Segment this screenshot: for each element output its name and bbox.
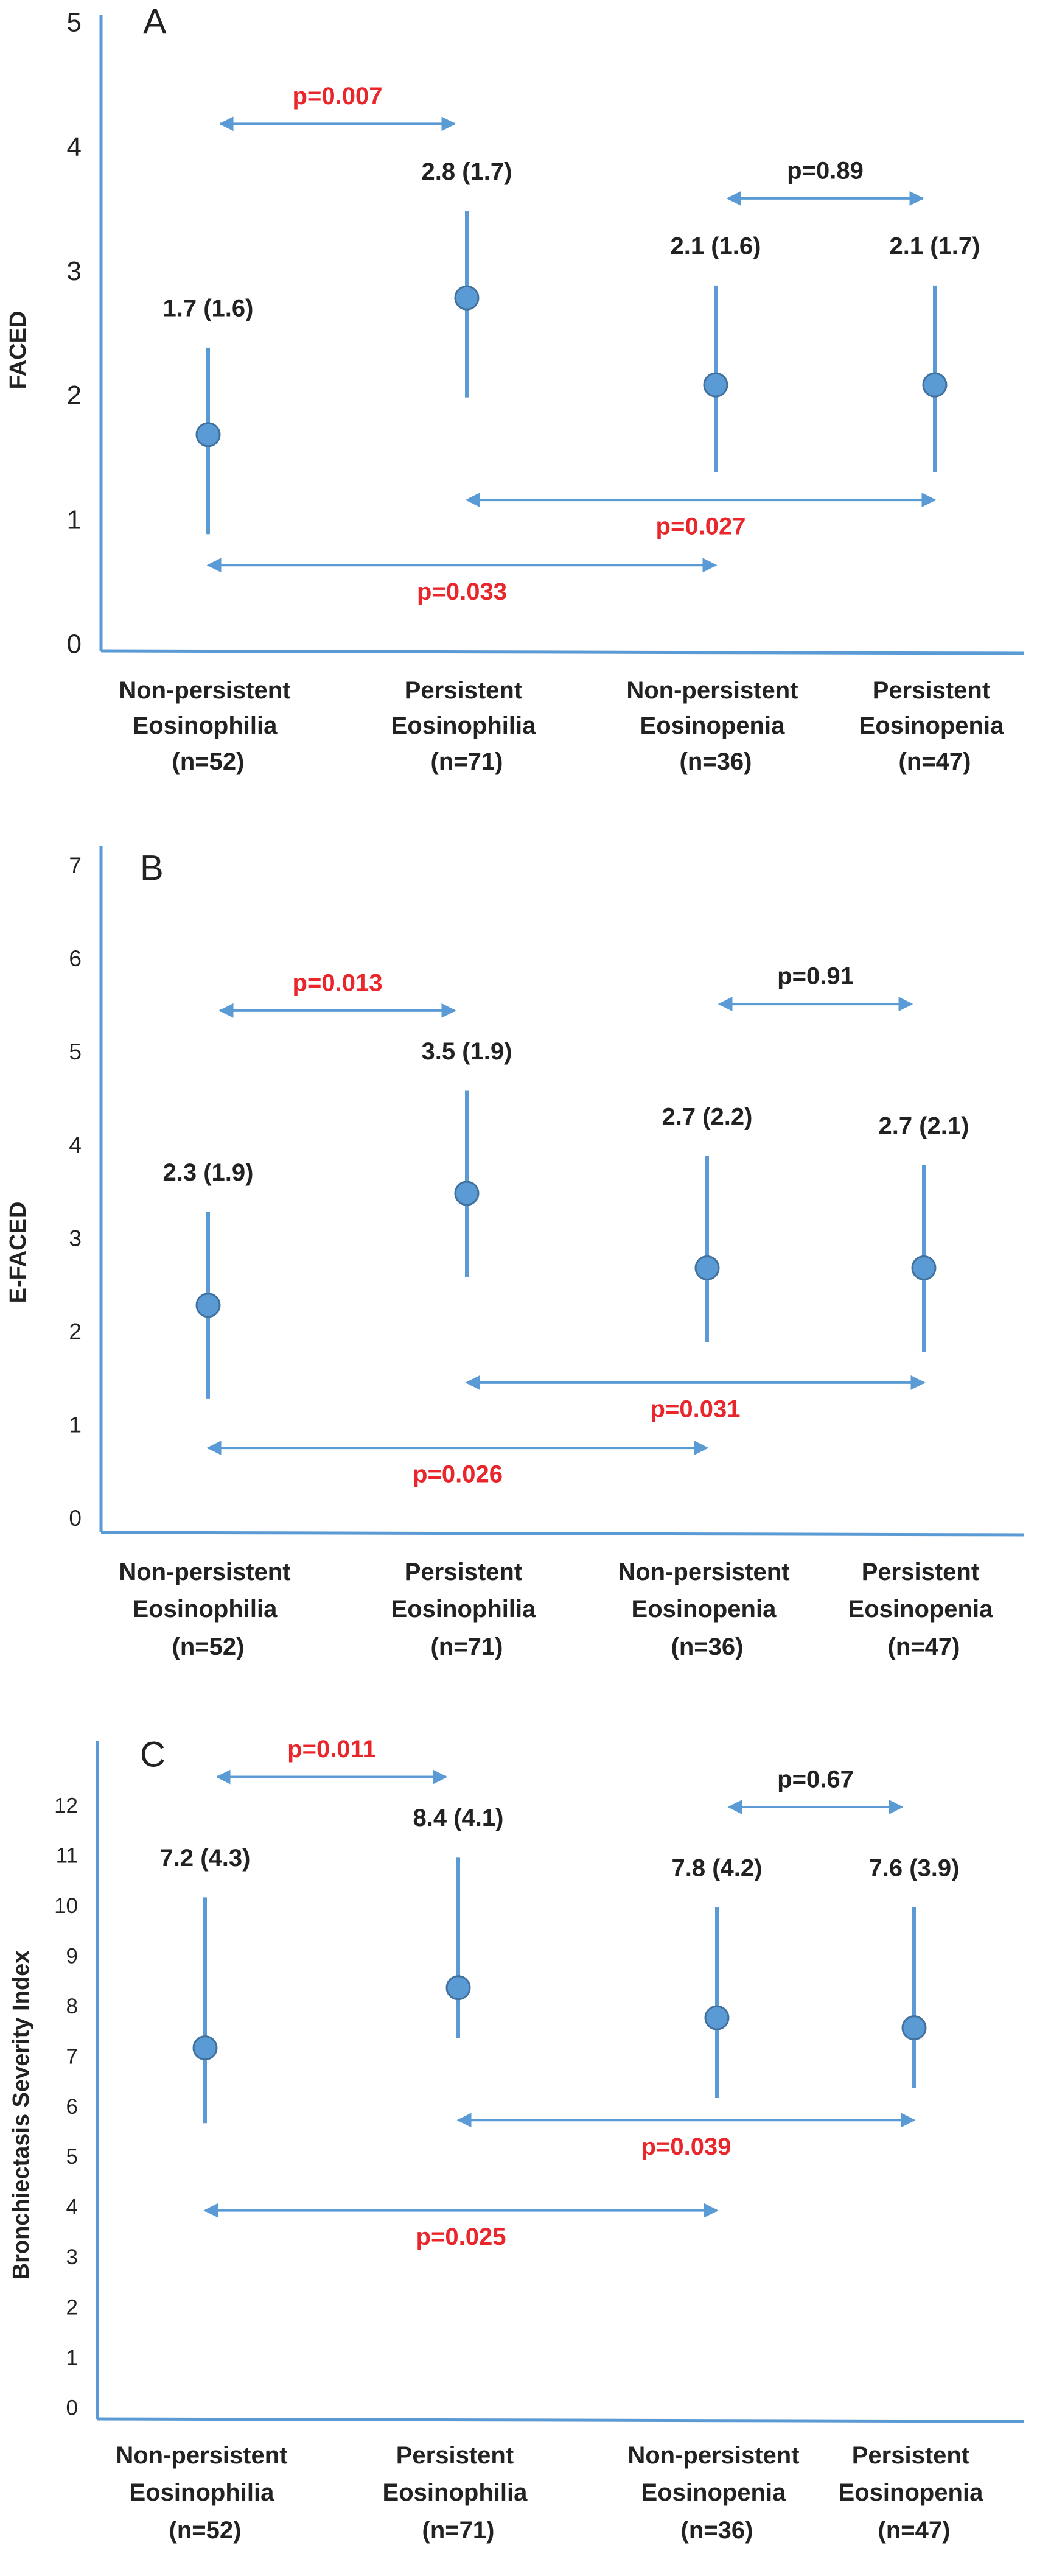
- p-value: p=0.007: [293, 83, 383, 110]
- y-tick-label: 0: [69, 1506, 82, 1531]
- point: [694, 1255, 720, 1281]
- y-tick-label: 0: [67, 630, 82, 659]
- y-tick-label: 2: [66, 2295, 78, 2319]
- y-tick-label: 9: [66, 1945, 78, 1968]
- y-tick-label: 11: [56, 1844, 78, 1868]
- point: [445, 1975, 471, 2001]
- y-tick-label: 10: [54, 1894, 78, 1918]
- y-tick-label: 2: [67, 381, 82, 410]
- x-tick-label: Non-persistent Eosinophilia (n=52): [116, 2442, 294, 2544]
- panel-label: B: [140, 848, 164, 888]
- y-tick-label: 5: [67, 8, 82, 38]
- y-axis-title: FACED: [5, 311, 31, 390]
- value-label: 2.7 (2.2): [662, 1103, 753, 1130]
- panel-label: A: [143, 2, 167, 41]
- y-tick-label: 5: [66, 2145, 78, 2169]
- value-label: 7.8 (4.2): [672, 1855, 763, 1881]
- value-label: 2.1 (1.6): [671, 233, 761, 259]
- p-value: p=0.027: [656, 513, 746, 540]
- p-value: p=0.033: [417, 578, 507, 605]
- y-tick-label: 7: [66, 2044, 78, 2068]
- x-tick-label: Persistent Eosinopenia (n=47): [848, 1559, 1000, 1660]
- y-tick-label: 6: [66, 2095, 78, 2119]
- value-label: 2.3 (1.9): [163, 1159, 254, 1186]
- y-tick-label: 4: [69, 1132, 82, 1157]
- panel-label: C: [140, 1735, 166, 1774]
- p-value: p=0.91: [777, 963, 854, 990]
- p-value: p=0.011: [287, 1736, 376, 1763]
- y-tick-label: 4: [67, 132, 82, 162]
- x-tick-label: Non-persistent Eosinopenia (n=36): [627, 2442, 806, 2544]
- x-tick-label: Non-persistent Eosinopenia (n=36): [618, 1559, 796, 1660]
- y-tick-label: 5: [69, 1039, 82, 1064]
- value-label: 2.1 (1.7): [890, 233, 980, 259]
- y-tick-label: 0: [66, 2396, 78, 2420]
- x-tick-label: Non-persistent Eosinophilia (n=52): [119, 677, 297, 775]
- x-tick-label: Persistent Eosinophilia (n=71): [383, 2442, 534, 2544]
- value-label: 7.6 (3.9): [869, 1855, 960, 1881]
- x-tick-label: Persistent Eosinopenia (n=47): [839, 2442, 990, 2544]
- x-tick-label: Non-persistent Eosinopenia (n=36): [626, 677, 805, 775]
- point: [922, 372, 948, 398]
- y-tick-label: 1: [69, 1413, 82, 1437]
- p-value: p=0.039: [641, 2133, 731, 2160]
- y-tick-label: 1: [67, 505, 82, 535]
- y-tick-label: 6: [69, 946, 82, 971]
- y-tick-label: 8: [66, 1995, 78, 2018]
- value-label: 3.5 (1.9): [422, 1038, 512, 1065]
- y-axis-title: E-FACED: [5, 1202, 31, 1304]
- point: [911, 1255, 937, 1281]
- y-tick-label: 1: [66, 2346, 78, 2370]
- p-value: p=0.89: [787, 157, 864, 184]
- p-value: p=0.025: [416, 2223, 506, 2250]
- y-tick-label: 4: [66, 2195, 78, 2219]
- x-axis: [97, 2417, 1024, 2423]
- point: [195, 422, 221, 447]
- value-label: 1.7 (1.6): [163, 295, 254, 321]
- p-value: p=0.67: [777, 1766, 854, 1793]
- value-label: 2.7 (2.1): [879, 1113, 969, 1140]
- p-value: p=0.013: [293, 969, 383, 996]
- x-axis: [100, 1531, 1024, 1537]
- x-axis: [100, 649, 1024, 655]
- y-tick-label: 2: [69, 1319, 82, 1344]
- p-value: p=0.026: [413, 1461, 503, 1488]
- y-tick-label: 3: [69, 1226, 82, 1251]
- point: [454, 1181, 480, 1206]
- value-label: 2.8 (1.7): [422, 158, 512, 185]
- point: [195, 1293, 221, 1318]
- point: [901, 2015, 927, 2041]
- value-label: 8.4 (4.1): [413, 1805, 504, 1831]
- x-tick-label: Persistent Eosinopenia (n=47): [859, 677, 1011, 775]
- x-tick-label: Persistent Eosinophilia (n=71): [391, 1559, 543, 1660]
- p-value: p=0.031: [651, 1395, 741, 1422]
- point: [703, 372, 728, 398]
- y-tick-label: 7: [69, 853, 82, 878]
- x-tick-label: Persistent Eosinophilia (n=71): [391, 677, 543, 775]
- point: [454, 285, 480, 311]
- x-tick-label: Non-persistent Eosinophilia (n=52): [119, 1559, 297, 1660]
- point: [192, 2035, 218, 2061]
- y-tick-label: 3: [66, 2245, 78, 2269]
- y-tick-label: 12: [54, 1794, 78, 1817]
- point: [704, 2005, 730, 2030]
- value-label: 7.2 (4.3): [160, 1845, 251, 1872]
- y-axis-title: Bronchiectasis Severity Index: [9, 1951, 34, 2280]
- y-tick-label: 3: [67, 256, 82, 286]
